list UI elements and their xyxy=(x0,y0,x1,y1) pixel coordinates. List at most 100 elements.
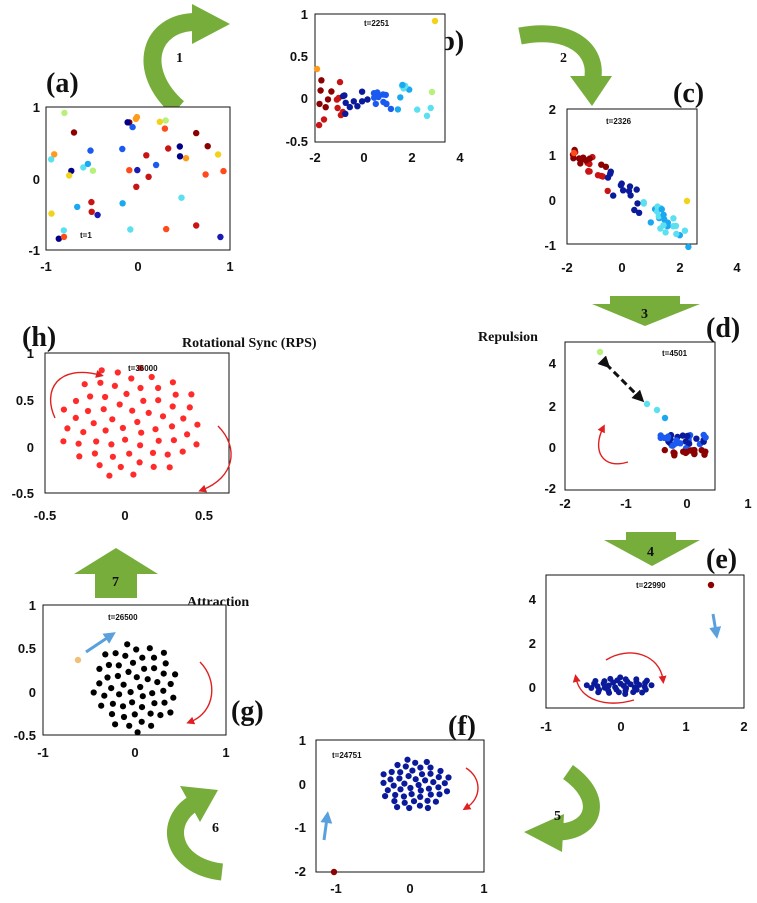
agent-dot xyxy=(400,793,407,800)
agent-dot xyxy=(148,373,155,381)
agent-dot xyxy=(388,768,395,776)
agent-dot xyxy=(350,98,357,105)
agent-dot xyxy=(436,791,443,798)
tick-label: -0.5 xyxy=(286,134,308,149)
agent-dot xyxy=(220,167,227,175)
panel-d-yticks: 4 2 0 -2 xyxy=(544,356,556,496)
caption-repulsion: Repulsion xyxy=(478,330,538,345)
tick-label: -2 xyxy=(559,496,571,511)
tick-label: -2 xyxy=(544,481,556,496)
agent-dot xyxy=(342,110,349,118)
agent-dot xyxy=(615,689,622,696)
agent-dot xyxy=(129,659,137,666)
agent-dot xyxy=(151,665,158,672)
tick-label: 0 xyxy=(27,440,34,455)
agent-dot xyxy=(90,689,97,696)
agent-dot xyxy=(443,788,451,795)
tick-label: -0.5 xyxy=(34,508,56,523)
tick-label: -1 xyxy=(330,881,342,896)
agent-dot xyxy=(152,161,160,169)
agent-dot xyxy=(140,397,147,404)
agent-dot xyxy=(108,711,116,718)
panel-a-axes xyxy=(45,106,231,251)
agent-dot xyxy=(169,379,176,386)
agent-dot xyxy=(161,699,168,706)
agent-dot xyxy=(137,384,144,392)
agent-dot xyxy=(169,403,176,410)
agent-dot xyxy=(330,868,338,876)
agent-dot xyxy=(354,103,361,110)
agent-dot xyxy=(108,441,115,448)
panel-h: t=36000 -0.5 0 0.5 1 0.5 0 -0.5 xyxy=(12,346,232,523)
agent-dot xyxy=(315,121,323,129)
tick-label: -2 xyxy=(294,864,306,879)
agent-dot xyxy=(138,429,145,436)
agent-dot xyxy=(427,764,434,771)
panel-c-agents xyxy=(569,146,692,251)
agent-dot xyxy=(394,804,401,811)
panel-a-time: t=1 xyxy=(80,231,92,240)
agent-dot xyxy=(111,382,118,389)
agent-dot xyxy=(384,787,391,794)
tick-label: 2 xyxy=(676,260,683,275)
agent-dot xyxy=(170,437,177,444)
panel-f-xticks: -1 0 1 xyxy=(330,881,487,896)
agent-dot xyxy=(406,804,413,812)
tick-label: 1 xyxy=(301,7,308,22)
agent-dot xyxy=(127,689,134,696)
transition-arrow-6: 6 xyxy=(167,786,224,881)
agent-dot xyxy=(55,235,62,242)
agent-dot xyxy=(75,440,82,447)
agent-dot xyxy=(682,438,689,445)
panel-g-xticks: -1 0 1 xyxy=(37,745,229,760)
rotation-arrow-upper xyxy=(605,652,667,684)
agent-dot xyxy=(595,689,602,696)
agent-dot xyxy=(204,143,211,150)
agent-dot xyxy=(693,435,700,442)
agent-dot xyxy=(673,230,680,238)
agent-dot xyxy=(96,680,103,687)
agent-dot xyxy=(88,198,95,206)
agent-dot xyxy=(133,674,140,681)
agent-dot xyxy=(683,197,691,205)
agent-dot xyxy=(382,91,389,99)
agent-dot xyxy=(657,434,664,442)
panel-f-axes xyxy=(315,739,485,873)
drift-arrow xyxy=(709,613,722,639)
agent-dot xyxy=(137,364,144,372)
agent-dot xyxy=(397,769,404,776)
tick-label: -1 xyxy=(540,719,552,734)
agent-dot xyxy=(409,767,416,774)
panel-d: t=4501 -2 -1 0 1 4 2 0 -2 xyxy=(544,341,752,511)
agent-dot xyxy=(131,711,138,718)
agent-dot xyxy=(214,151,222,158)
tick-label: 4 xyxy=(456,150,464,165)
agent-dot xyxy=(445,774,452,781)
agent-dot xyxy=(119,200,126,207)
agent-dot xyxy=(193,441,200,448)
panel-e-agents xyxy=(583,581,715,697)
panel-h-xticks: -0.5 0 0.5 xyxy=(34,508,213,523)
panel-b-time: t=2251 xyxy=(364,19,390,28)
agent-dot xyxy=(364,96,371,103)
agent-dot xyxy=(137,442,144,449)
agent-dot xyxy=(159,413,167,420)
agent-dot xyxy=(422,777,429,784)
agent-dot xyxy=(60,438,67,445)
agent-dot xyxy=(428,88,436,96)
agent-dot xyxy=(622,676,629,683)
agent-dot xyxy=(124,641,131,648)
agent-dot xyxy=(217,233,224,241)
tick-label: 0 xyxy=(617,719,624,734)
agent-dot xyxy=(588,685,595,691)
panel-h-agents xyxy=(60,364,201,479)
agent-dot xyxy=(154,679,161,686)
agent-dot xyxy=(397,94,404,101)
agent-dot xyxy=(417,764,424,771)
panel-g-yticks: 1 0.5 0 -0.5 xyxy=(14,598,36,743)
tick-label: 0 xyxy=(134,259,141,274)
agent-dot xyxy=(143,152,150,159)
agent-dot xyxy=(144,676,151,683)
agent-dot xyxy=(414,106,421,113)
agent-dot xyxy=(102,427,109,434)
